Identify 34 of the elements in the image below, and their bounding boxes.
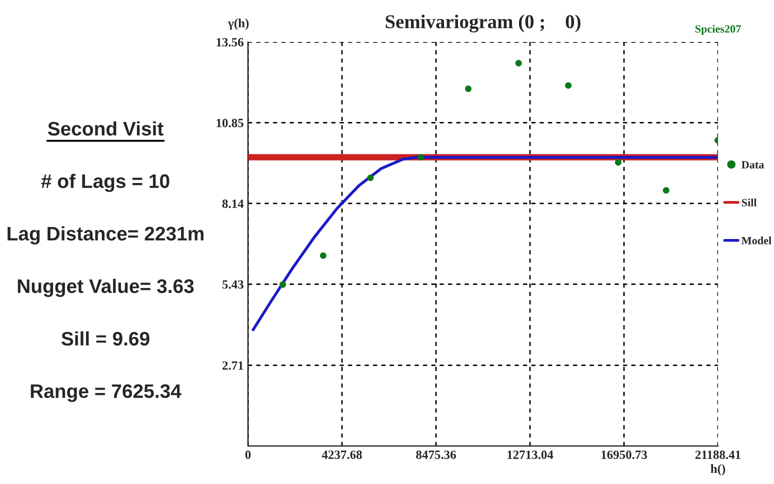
text: Lag Distance= 2231m: [8, 226, 204, 245]
legend-label: Data: [742, 161, 764, 168]
text: Range = 7625.34: [30, 384, 182, 402]
text: Sill = 9.69: [61, 331, 150, 346]
y-tick-label: 2.71: [222, 361, 244, 370]
x-tick-label: 4237.68: [322, 450, 362, 460]
point: [320, 252, 326, 259]
line-series: [252, 156, 718, 332]
x-tick-label: 12713.04: [508, 450, 554, 460]
point: [418, 154, 424, 161]
text: # of Lags = 10: [41, 174, 170, 192]
y-tick-label: 13.56: [216, 38, 244, 47]
point: [280, 281, 286, 288]
point: [465, 86, 472, 92]
point: [614, 159, 622, 166]
x-tick-label: 8475.36: [416, 450, 456, 460]
y-tick-label: 8.14: [222, 200, 244, 208]
x-tick-label: 0: [245, 450, 251, 459]
text: Second Visit: [48, 121, 164, 136]
y-tick-label: 5.43: [222, 280, 244, 289]
point: [565, 82, 572, 89]
legend-label: Sill: [742, 198, 757, 206]
point: [367, 174, 374, 182]
y-axis-title: γ(h): [228, 18, 249, 30]
point: [662, 187, 670, 194]
text: Spcies207: [695, 24, 741, 35]
text: Nugget Value= 3.63: [18, 278, 194, 298]
y-tick-label: 10.85: [216, 118, 244, 128]
x-tick-label: 21188.41: [695, 450, 740, 460]
x-tick-label: 16950.73: [602, 450, 648, 460]
x-axis-title: h(): [710, 464, 726, 476]
legend-label: Model: [742, 236, 772, 244]
point: [515, 60, 522, 66]
chart-title: Semivariogram (0 ; 0): [386, 14, 580, 32]
